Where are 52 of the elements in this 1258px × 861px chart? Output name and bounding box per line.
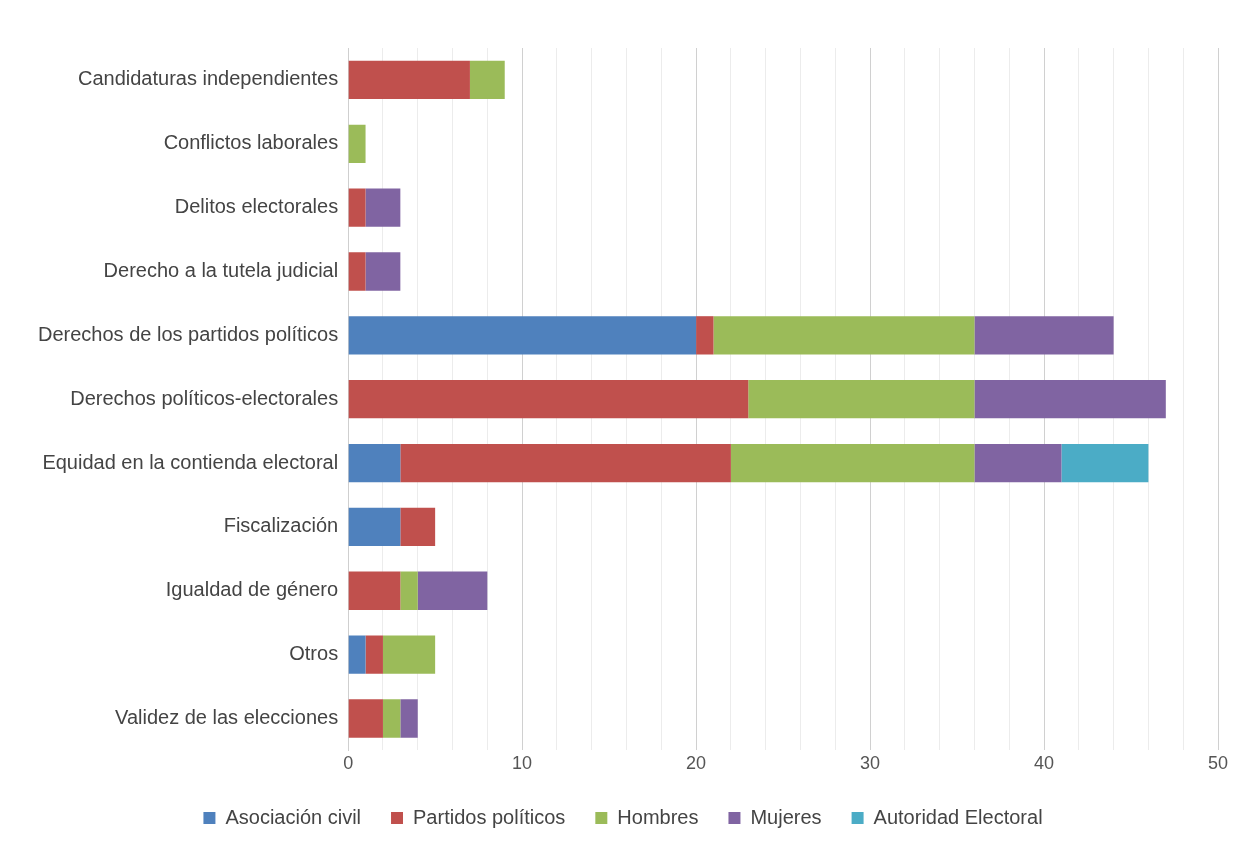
bar bbox=[348, 252, 366, 291]
bar bbox=[974, 316, 1114, 355]
bar bbox=[365, 188, 401, 227]
bar bbox=[469, 60, 505, 100]
bar bbox=[400, 507, 436, 547]
bar bbox=[400, 699, 418, 738]
bar bbox=[348, 60, 470, 100]
bar bbox=[365, 252, 401, 291]
x-tick-label: 50 bbox=[1207, 753, 1229, 774]
legend-label: Autoridad Electoral bbox=[873, 805, 1043, 828]
bar bbox=[713, 316, 975, 355]
x-tick-label: 30 bbox=[860, 753, 881, 774]
bar bbox=[730, 443, 975, 483]
bar bbox=[348, 380, 749, 419]
y-tick-label: Delitos electorales bbox=[174, 195, 339, 218]
y-tick-label: Igualdad de género bbox=[165, 578, 339, 601]
bar bbox=[400, 443, 731, 483]
legend-label: Partidos políticos bbox=[413, 805, 566, 828]
bar bbox=[400, 571, 418, 610]
y-tick-label: Otros bbox=[289, 642, 339, 665]
bar bbox=[974, 380, 1166, 419]
y-tick-label: Candidaturas independientes bbox=[77, 67, 339, 90]
bar bbox=[974, 443, 1062, 483]
bar bbox=[348, 571, 401, 610]
y-tick-label: Derecho a la tutela judicial bbox=[103, 259, 339, 282]
bar bbox=[748, 380, 975, 419]
y-tick-label: Equidad en la contienda electoral bbox=[42, 450, 339, 473]
bar bbox=[382, 635, 436, 674]
x-tick-label: 0 bbox=[343, 753, 354, 774]
bar bbox=[417, 571, 488, 610]
bar bbox=[1061, 443, 1149, 483]
bar bbox=[348, 316, 697, 355]
bar bbox=[365, 635, 383, 674]
x-tick-label: 10 bbox=[512, 753, 533, 774]
legend-label: Asociación civil bbox=[225, 805, 362, 828]
x-tick-label: 40 bbox=[1034, 753, 1055, 774]
y-tick-label: Derechos de los partidos políticos bbox=[38, 322, 339, 345]
legend-label: Mujeres bbox=[750, 805, 822, 828]
bar bbox=[382, 699, 401, 738]
x-tick-label: 20 bbox=[686, 753, 707, 774]
bar bbox=[348, 699, 383, 738]
bar bbox=[348, 443, 401, 483]
bar bbox=[348, 188, 366, 227]
y-tick-label: Derechos políticos-electorales bbox=[70, 386, 339, 409]
y-tick-label: Fiscalización bbox=[223, 514, 339, 537]
bar bbox=[348, 507, 401, 547]
y-tick-label: Validez de las elecciones bbox=[115, 705, 339, 728]
y-tick-label: Conflictos laborales bbox=[163, 131, 339, 154]
legend-label: Hombres bbox=[617, 805, 699, 828]
bar bbox=[696, 316, 714, 355]
bar bbox=[348, 635, 366, 674]
bar bbox=[348, 124, 366, 163]
